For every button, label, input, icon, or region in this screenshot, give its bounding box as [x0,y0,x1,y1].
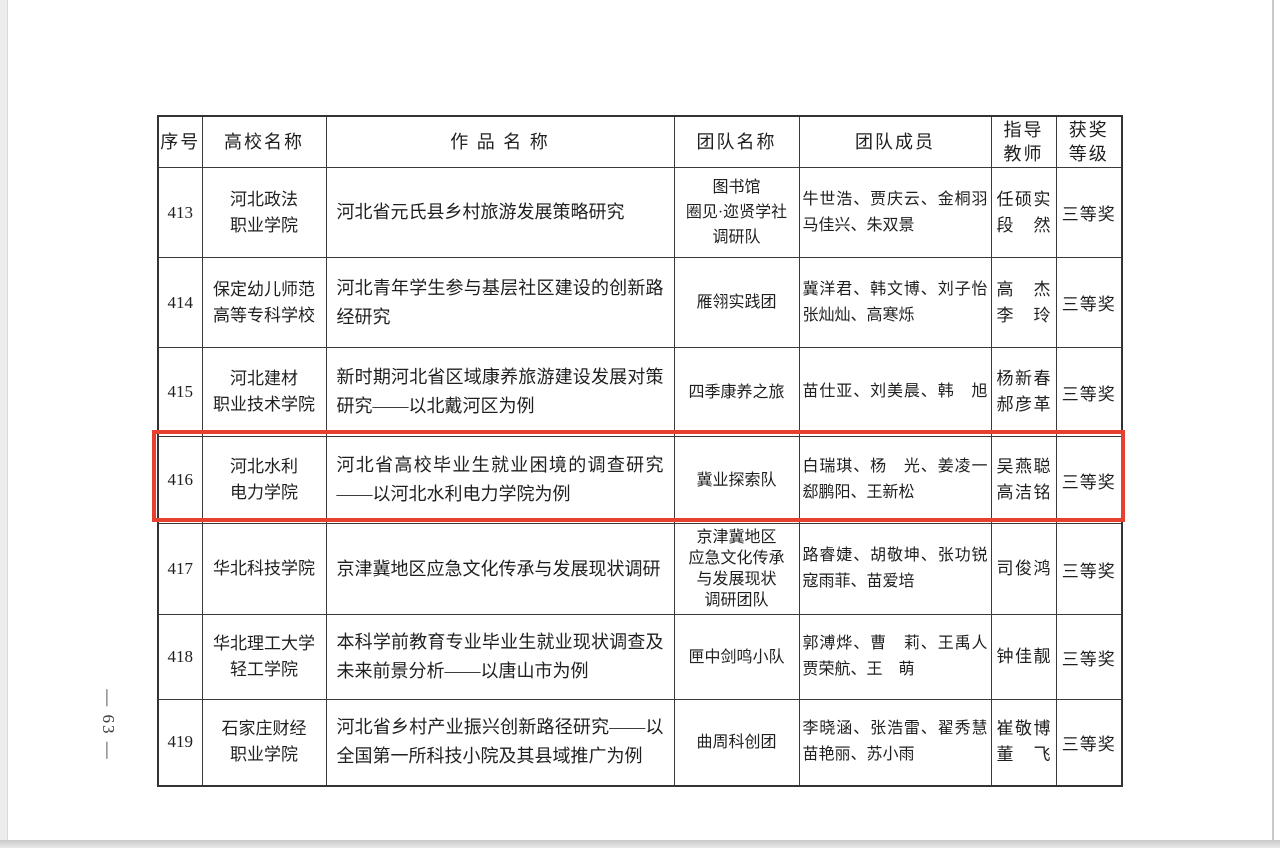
cell-members: 苗仕亚、刘美晨、韩 旭 [798,347,992,437]
cell-work: 河北省高校毕业生就业困境的调查研究——以河北水利电力学院为例 [325,436,675,524]
advisor-line: 段 然 [996,215,1051,235]
members-line: 牛世浩、贾庆云、金桐羽 [802,190,988,208]
cell-advisor: 司俊鸿 [990,523,1057,615]
advisor-line: 高 杰 [996,279,1051,299]
col-header-award: 获奖 等级 [1055,115,1123,168]
col-header-advisor: 指导 教师 [990,115,1057,168]
cell-award: 三等奖 [1055,699,1123,786]
page-number: — 63 — [99,689,118,761]
cell-seq: 413 [157,167,203,258]
cell-award: 三等奖 [1055,347,1123,437]
cell-work: 河北省乡村产业振兴创新路径研究——以全国第一所科技小院及其县域推广为例 [325,699,675,786]
scan-bottom-shadow [0,840,1280,848]
cell-advisor: 钟佳靓 [990,614,1057,700]
cell-advisor: 崔敬博 董 飞 [990,699,1057,786]
cell-work: 新时期河北省区域康养旅游建设发展对策研究——以北戴河区为例 [325,347,675,437]
cell-college: 华北科技学院 [201,523,327,615]
members-line: 贾荣航、王 萌 [802,661,915,678]
advisor-line: 吴燕聪 [996,457,1051,476]
table-row-415: 415 河北建材 职业技术学院 新时期河北省区域康养旅游建设发展对策研究——以北… [157,347,1123,437]
advisor-line: 杨新春 [996,369,1051,388]
cell-college: 华北理工大学 轻工学院 [201,614,327,700]
cell-award: 三等奖 [1055,257,1123,348]
cell-team: 图书馆 圈见·迩贤学社 调研队 [673,167,800,258]
cell-award: 三等奖 [1055,436,1123,524]
advisor-line: 李 玲 [996,305,1051,325]
awards-table: 序号 高校名称 作 品 名 称 团队名称 团队成员 指导 教师 获奖 等级 41… [157,115,1123,787]
cell-team: 冀业探索队 [673,436,800,524]
advisor-line: 司俊鸿 [996,559,1051,578]
col-header-college: 高校名称 [201,115,327,168]
advisor-line: 郝彦革 [996,395,1051,414]
members-line: 郭溥烨、曹 莉、王禹人 [802,635,988,652]
col-header-team: 团队名称 [673,115,800,168]
members-line: 郄鹏阳、王新松 [802,484,915,501]
cell-members: 路睿婕、胡敬坤、张功锐 寇雨菲、苗爱培 [798,523,992,615]
table-row-413: 413 河北政法 职业学院 河北省元氏县乡村旅游发展策略研究 图书馆 圈见·迩贤… [157,167,1123,258]
cell-award: 三等奖 [1055,614,1123,700]
cell-work: 河北青年学生参与基层社区建设的创新路经研究 [325,257,675,348]
cell-college: 河北水利 电力学院 [201,436,327,524]
cell-team: 四季康养之旅 [673,347,800,437]
table-row-416: 416 河北水利 电力学院 河北省高校毕业生就业困境的调查研究——以河北水利电力… [157,436,1123,524]
members-line: 冀洋君、韩文博、刘子怡 [802,280,988,298]
table-row-419: 419 石家庄财经 职业学院 河北省乡村产业振兴创新路径研究——以全国第一所科技… [157,699,1123,786]
table-row-417: 417 华北科技学院 京津冀地区应急文化传承与发展现状调研 京津冀地区 应急文化… [157,523,1123,615]
members-line: 寇雨菲、苗爱培 [802,573,915,590]
cell-team: 雁翎实践团 [673,257,800,348]
col-header-members: 团队成员 [798,115,992,168]
advisor-line: 崔敬博 [996,719,1051,739]
advisor-line: 高洁铭 [996,483,1051,502]
cell-seq: 416 [157,436,203,524]
table-header-row: 序号 高校名称 作 品 名 称 团队名称 团队成员 指导 教师 获奖 等级 [157,115,1123,168]
members-line: 马佳兴、朱双景 [802,216,915,234]
col-header-seq: 序号 [157,115,203,168]
members-line: 张灿灿、高寒烁 [802,306,915,324]
cell-advisor: 吴燕聪 高洁铭 [990,436,1057,524]
advisor-line: 董 飞 [996,745,1051,765]
cell-college: 保定幼儿师范 高等专科学校 [201,257,327,348]
members-line: 路睿婕、胡敬坤、张功锐 [802,547,988,564]
cell-members: 郭溥烨、曹 莉、王禹人 贾荣航、王 萌 [798,614,992,700]
cell-college: 石家庄财经 职业学院 [201,699,327,786]
cell-seq: 419 [157,699,203,786]
cell-college: 河北政法 职业学院 [201,167,327,258]
cell-seq: 418 [157,614,203,700]
cell-seq: 417 [157,523,203,615]
members-line: 李晓涵、张浩雷、翟秀慧 [802,720,988,738]
cell-team: 匣中剑鸣小队 [673,614,800,700]
cell-advisor: 杨新春 郝彦革 [990,347,1057,437]
cell-seq: 414 [157,257,203,348]
advisor-line: 钟佳靓 [996,647,1051,666]
cell-team: 曲周科创团 [673,699,800,786]
cell-work: 河北省元氏县乡村旅游发展策略研究 [325,167,675,258]
cell-work: 京津冀地区应急文化传承与发展现状调研 [325,523,675,615]
cell-advisor: 高 杰 李 玲 [990,257,1057,348]
cell-advisor: 任硕实 段 然 [990,167,1057,258]
cell-members: 李晓涵、张浩雷、翟秀慧 苗艳丽、苏小雨 [798,699,992,786]
cell-college: 河北建材 职业技术学院 [201,347,327,437]
cell-members: 白瑞琪、杨 光、姜凌一 郄鹏阳、王新松 [798,436,992,524]
scan-right-edge [1272,0,1274,848]
table-row-418: 418 华北理工大学 轻工学院 本科学前教育专业毕业生就业现状调查及未来前景分析… [157,614,1123,700]
cell-team: 京津冀地区 应急文化传承 与发展现状 调研团队 [673,523,800,615]
cell-members: 牛世浩、贾庆云、金桐羽 马佳兴、朱双景 [798,167,992,258]
cell-seq: 415 [157,347,203,437]
cell-members: 冀洋君、韩文博、刘子怡 张灿灿、高寒烁 [798,257,992,348]
advisor-line: 任硕实 [996,189,1051,209]
scan-left-edge [0,0,8,848]
members-line: 白瑞琪、杨 光、姜凌一 [802,458,988,475]
col-header-work: 作 品 名 称 [325,115,675,168]
members-line: 苗仕亚、刘美晨、韩 旭 [802,383,988,400]
cell-award: 三等奖 [1055,167,1123,258]
cell-award: 三等奖 [1055,523,1123,615]
members-line: 苗艳丽、苏小雨 [802,746,915,764]
table-row-414: 414 保定幼儿师范 高等专科学校 河北青年学生参与基层社区建设的创新路经研究 … [157,257,1123,348]
cell-work: 本科学前教育专业毕业生就业现状调查及未来前景分析——以唐山市为例 [325,614,675,700]
